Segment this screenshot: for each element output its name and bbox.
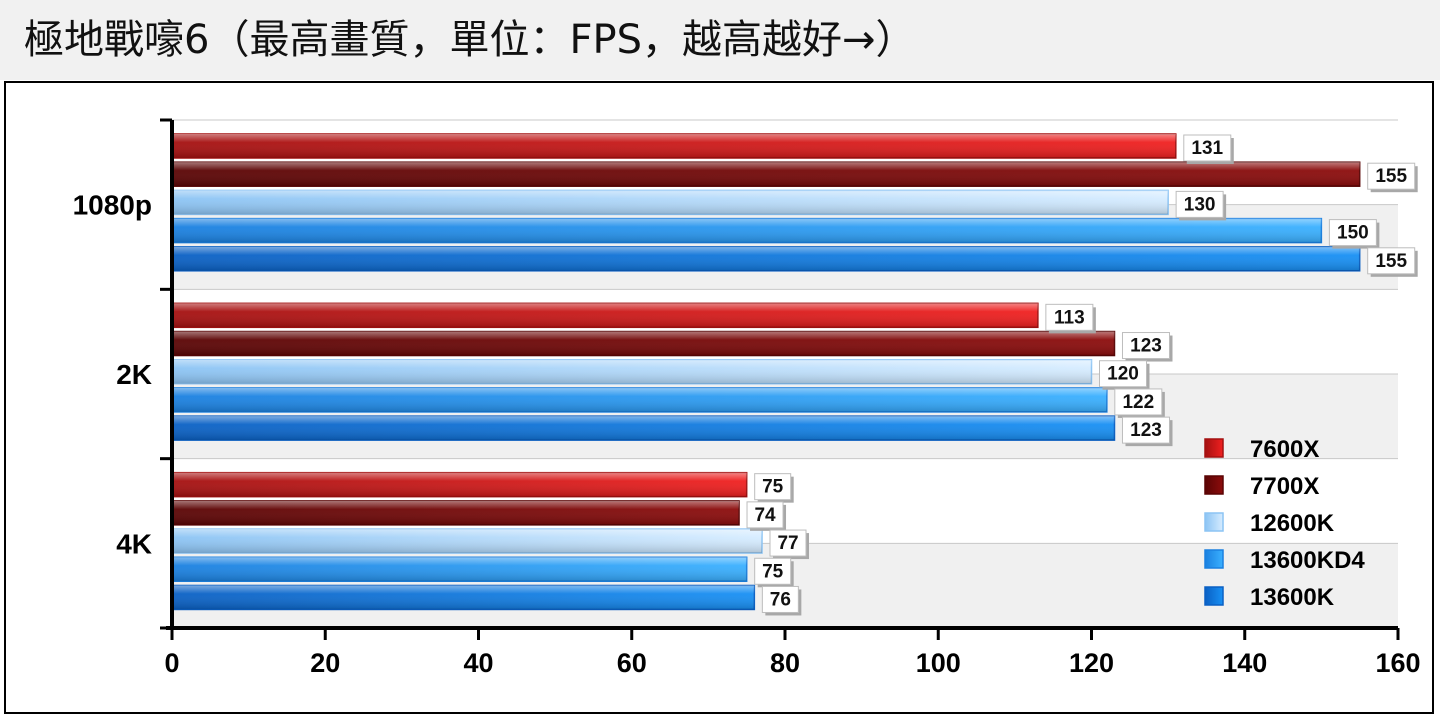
bar-sheen xyxy=(174,472,747,497)
data-label-box xyxy=(1183,134,1232,162)
x-tick-label: 100 xyxy=(916,648,961,678)
bar-sheen xyxy=(174,387,1107,412)
chart-title: 極地戰嚎6（最高畫質，單位：FPS，越高越好→） xyxy=(24,17,916,63)
data-label: 123 xyxy=(1130,420,1162,441)
data-label: 155 xyxy=(1375,166,1407,187)
data-label-box xyxy=(1114,388,1163,416)
axes: 0 20 40 60 80 100 120 140 160 1080p 2K 4K xyxy=(73,118,1421,678)
legend-swatch-13600k xyxy=(1204,586,1224,606)
legend-label-7700x: 7700X xyxy=(1250,473,1319,500)
bar-sheen xyxy=(174,218,1322,243)
data-label-box xyxy=(1175,190,1224,218)
data-label: 76 xyxy=(770,589,791,610)
legend-swatch-7600x xyxy=(1204,438,1224,458)
data-label: 150 xyxy=(1337,223,1369,244)
data-label: 75 xyxy=(762,561,784,582)
x-tick-label: 20 xyxy=(310,648,340,678)
bar-sheen xyxy=(174,359,1092,384)
bar-sheen xyxy=(174,162,1360,187)
data-label: 155 xyxy=(1375,251,1407,272)
data-label-box xyxy=(746,501,784,529)
x-tick-label: 40 xyxy=(463,648,493,678)
data-label-box xyxy=(1121,416,1170,444)
category-label-2k: 2K xyxy=(116,359,152,390)
data-label: 131 xyxy=(1191,138,1223,159)
data-label-box xyxy=(1328,219,1377,247)
legend-label-13600kd4: 13600KD4 xyxy=(1250,547,1365,574)
x-tick-label: 140 xyxy=(1222,648,1267,678)
category-label-4k: 4K xyxy=(116,528,152,559)
title-bar: 極地戰嚎6（最高畫質，單位：FPS，越高越好→） xyxy=(0,0,1440,80)
bar-sheen xyxy=(174,557,747,582)
data-label: 120 xyxy=(1107,364,1139,385)
data-label-box xyxy=(769,529,807,557)
data-label-box xyxy=(1367,162,1416,190)
x-tick-label: 0 xyxy=(164,648,179,678)
bar-sheen xyxy=(174,585,755,610)
category-label-1080p: 1080p xyxy=(73,190,152,221)
data-label: 75 xyxy=(762,477,784,498)
x-tick-label: 160 xyxy=(1375,648,1420,678)
data-label: 74 xyxy=(754,505,776,526)
bars xyxy=(173,133,1361,611)
legend-swatch-7700x xyxy=(1204,475,1224,495)
x-tick-label: 120 xyxy=(1069,648,1114,678)
x-tick-label: 60 xyxy=(617,648,647,678)
data-label-box xyxy=(761,585,799,613)
data-label-box xyxy=(1121,332,1170,360)
legend-swatch-13600kd4 xyxy=(1204,549,1224,569)
data-label: 130 xyxy=(1184,194,1216,215)
data-label: 113 xyxy=(1054,307,1085,328)
data-label-box xyxy=(754,473,792,501)
data-label-box xyxy=(1045,303,1094,331)
legend-swatch-12600k xyxy=(1204,512,1224,532)
bar-sheen xyxy=(174,529,763,554)
bar-sheen xyxy=(174,134,1176,158)
legend-label-12600k: 12600K xyxy=(1250,510,1335,537)
bar-sheen xyxy=(174,246,1360,271)
bar-sheen xyxy=(174,500,740,525)
legend-label-13600k: 13600K xyxy=(1250,584,1335,611)
data-label-box xyxy=(1367,247,1416,275)
legend: 7600X 7700X 12600K 13600KD4 13600K xyxy=(1204,436,1365,611)
data-label-box xyxy=(1099,360,1147,388)
bar-sheen xyxy=(174,416,1115,441)
data-label: 122 xyxy=(1122,392,1154,413)
data-label-box xyxy=(754,557,792,585)
bar-sheen xyxy=(174,303,1038,328)
bar-sheen xyxy=(174,331,1115,356)
bar-sheen xyxy=(174,190,1169,215)
legend-label-7600x: 7600X xyxy=(1250,436,1319,463)
x-tick-label: 80 xyxy=(770,648,800,678)
data-label: 77 xyxy=(777,533,798,554)
data-label: 123 xyxy=(1130,336,1162,357)
